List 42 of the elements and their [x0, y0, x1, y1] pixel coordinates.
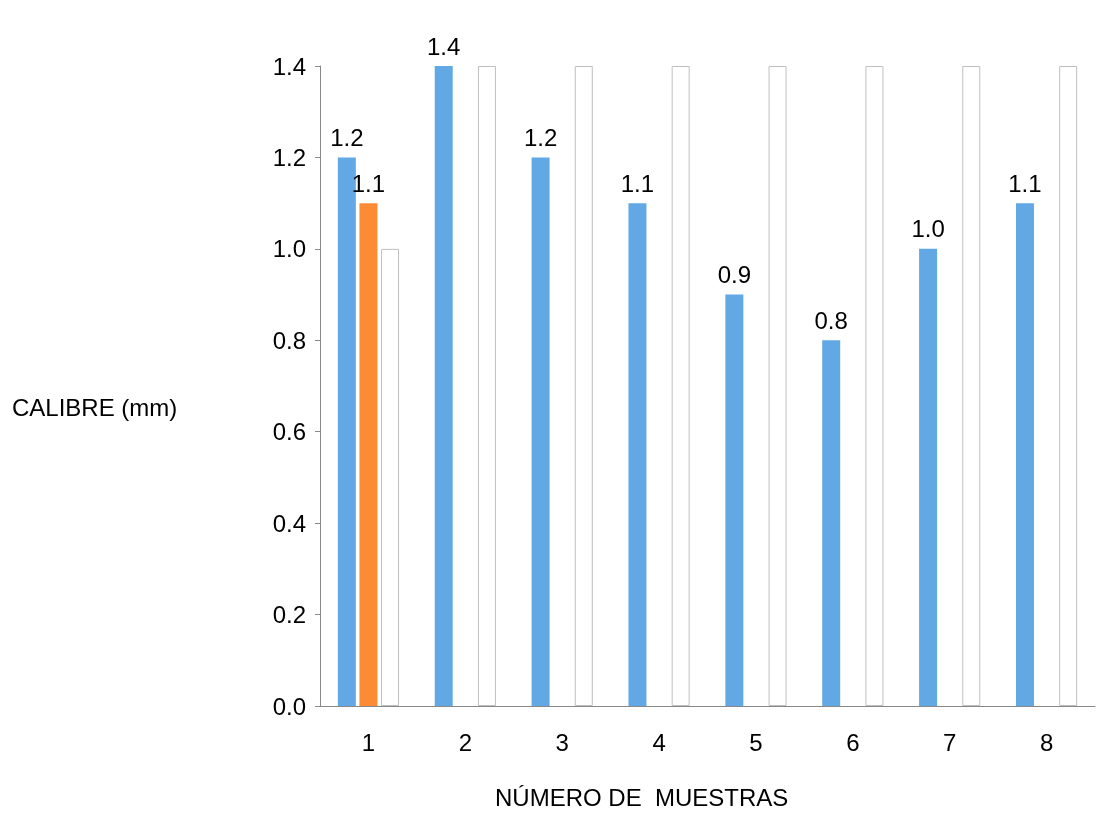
- y-tick-label: 0.2: [272, 601, 306, 629]
- bar: [822, 340, 841, 706]
- data-label: 0.8: [814, 306, 848, 334]
- bar: [531, 157, 550, 706]
- bar: [628, 203, 647, 706]
- y-axis-title: CALIBRE (mm): [12, 393, 178, 421]
- bar: [768, 66, 787, 706]
- x-axis-title: NÚMERO DE MUESTRAS: [495, 783, 789, 811]
- bar: [725, 294, 744, 706]
- data-label: 0.9: [717, 261, 752, 289]
- y-tick-label: 0.4: [272, 509, 306, 537]
- y-tick-label: 1.4: [272, 52, 306, 80]
- data-label: 1.0: [911, 215, 945, 243]
- bar: [1015, 203, 1034, 706]
- y-tick-label: 0.0: [272, 692, 306, 720]
- y-tick-label: 1.2: [272, 143, 306, 171]
- data-label: 1.2: [330, 123, 364, 151]
- bar: [381, 248, 400, 706]
- x-tick-label: 1: [361, 728, 376, 756]
- bar: [962, 66, 981, 706]
- bar: [574, 66, 593, 706]
- y-tick-label: 0.6: [272, 418, 306, 446]
- x-tick-label: 6: [846, 728, 860, 756]
- x-tick-label: 5: [749, 728, 763, 756]
- bar: [919, 248, 938, 706]
- data-label: 1.2: [523, 123, 558, 151]
- data-label: 1.1: [620, 169, 655, 197]
- data-label: 1.1: [1008, 169, 1042, 197]
- bar: [1059, 66, 1078, 706]
- bar: [671, 66, 690, 706]
- x-tick-label: 8: [1039, 728, 1054, 756]
- bar: [477, 66, 496, 706]
- x-tick-label: 7: [943, 728, 957, 756]
- y-tick-label: 0.8: [272, 326, 306, 354]
- bar: [865, 66, 884, 706]
- x-tick-label: 2: [458, 728, 472, 756]
- x-tick-label: 4: [652, 728, 666, 756]
- bar: [434, 66, 453, 706]
- y-tick-label: 1.0: [272, 235, 306, 263]
- x-tick-label: 3: [555, 728, 569, 756]
- data-label: 1.4: [427, 32, 461, 60]
- bar: [359, 203, 378, 706]
